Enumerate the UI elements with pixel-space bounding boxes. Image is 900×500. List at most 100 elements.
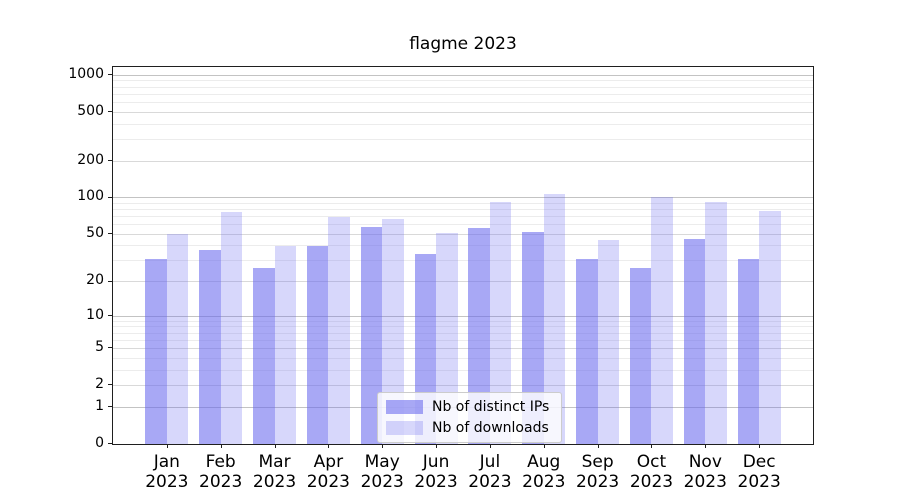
x-tick-mark (489, 444, 491, 448)
bar-downloads-feb (220, 212, 243, 444)
gridline (113, 369, 813, 371)
gridline (113, 224, 813, 226)
bar-downloads-sep (597, 239, 620, 444)
y-tick-label: 500 (77, 102, 104, 119)
bar-ips-oct (629, 268, 652, 444)
y-tick-label: 1000 (68, 65, 104, 82)
legend: Nb of distinct IPs Nb of downloads (377, 392, 563, 443)
plot-area: Nb of distinct IPs Nb of downloads (112, 66, 814, 445)
gridline (113, 80, 813, 82)
gridline (113, 315, 813, 317)
gridline (113, 111, 813, 113)
legend-label-distinct-ips: Nb of distinct IPs (432, 399, 550, 415)
gridline (113, 233, 813, 235)
bar-downloads-oct (651, 196, 673, 444)
gridline (113, 357, 813, 359)
bar-downloads-aug (543, 194, 566, 444)
gridline (113, 245, 813, 247)
x-tick-label-aug: Aug 2023 (522, 452, 566, 492)
x-tick-mark (328, 444, 330, 448)
bar-downloads-nov (705, 201, 727, 444)
x-tick-mark (651, 444, 653, 448)
x-tick-label-jun: Jun 2023 (414, 452, 458, 492)
gridline (113, 209, 813, 211)
chart-title: flagme 2023 (409, 34, 517, 54)
gridline (113, 93, 813, 95)
x-tick-label-may: May 2023 (360, 452, 404, 492)
bar-ips-aug (522, 232, 544, 444)
gridline (113, 197, 813, 199)
x-tick-label-nov: Nov 2023 (683, 452, 727, 492)
x-tick-mark (220, 444, 222, 448)
x-tick-label-sep: Sep 2023 (575, 452, 620, 492)
bar-ips-sep (576, 259, 598, 444)
bar-ips-apr (306, 245, 329, 444)
x-tick-mark (166, 444, 168, 448)
y-tick-mark (108, 443, 112, 444)
gridline (113, 86, 813, 88)
y-tick-label: 200 (77, 151, 104, 168)
gridline (113, 384, 813, 386)
legend-swatch-downloads (386, 421, 423, 435)
bar-downloads-apr (328, 216, 350, 444)
bar-downloads-mar (274, 245, 297, 444)
gridline (113, 102, 813, 104)
y-tick-label: 100 (77, 188, 104, 205)
y-tick-mark (108, 384, 112, 386)
bar-downloads-jan (166, 234, 189, 444)
bar-downloads-jul (489, 202, 512, 444)
x-tick-label-jan: Jan 2023 (145, 452, 189, 492)
gridline (113, 74, 813, 76)
gridline (113, 160, 813, 162)
y-tick-mark (108, 196, 112, 198)
legend-label-downloads: Nb of downloads (432, 420, 549, 436)
y-tick-mark (108, 74, 112, 76)
y-tick-label: 50 (86, 224, 104, 241)
x-tick-mark (597, 444, 599, 448)
bar-ips-jul (468, 228, 490, 444)
x-tick-label-dec: Dec 2023 (737, 452, 781, 492)
x-tick-mark (705, 444, 707, 448)
gridline (113, 216, 813, 218)
legend-item-downloads: Nb of downloads (386, 420, 549, 436)
y-tick-mark (108, 280, 112, 282)
bar-downloads-jun (436, 233, 458, 444)
x-tick-mark (543, 444, 545, 448)
gridline (113, 123, 813, 125)
bar-ips-feb (199, 249, 221, 444)
y-tick-label: 2 (95, 375, 104, 392)
gridline (113, 138, 813, 140)
x-tick-mark (759, 444, 761, 448)
bar-downloads-may (382, 218, 404, 444)
y-tick-mark (108, 347, 112, 349)
y-tick-label: 5 (95, 338, 104, 355)
y-tick-mark (108, 160, 112, 162)
y-tick-mark (108, 111, 112, 113)
y-tick-mark (108, 233, 112, 235)
x-tick-label-jul: Jul 2023 (468, 452, 512, 492)
x-tick-mark (382, 444, 384, 448)
gridline (113, 202, 813, 204)
bar-ips-dec (737, 259, 760, 444)
x-tick-label-mar: Mar 2023 (252, 452, 297, 492)
y-tick-mark (108, 315, 112, 317)
legend-item-distinct-ips: Nb of distinct IPs (386, 399, 549, 415)
y-tick-label: 1 (95, 397, 104, 414)
gridline (113, 347, 813, 349)
bar-downloads-dec (759, 210, 781, 444)
gridline (113, 281, 813, 283)
x-tick-label-apr: Apr 2023 (306, 452, 350, 492)
x-tick-label-oct: Oct 2023 (629, 452, 674, 492)
y-tick-label: 20 (86, 272, 104, 289)
y-tick-mark (108, 406, 112, 408)
gridline (113, 326, 813, 328)
gridline (113, 332, 813, 334)
x-tick-label-feb: Feb 2023 (199, 452, 243, 492)
bar-ips-jan (145, 259, 167, 444)
bar-ips-nov (683, 238, 706, 444)
bar-ips-may (360, 227, 383, 444)
x-tick-mark (436, 444, 438, 448)
gridline (113, 339, 813, 341)
gridline (113, 320, 813, 322)
